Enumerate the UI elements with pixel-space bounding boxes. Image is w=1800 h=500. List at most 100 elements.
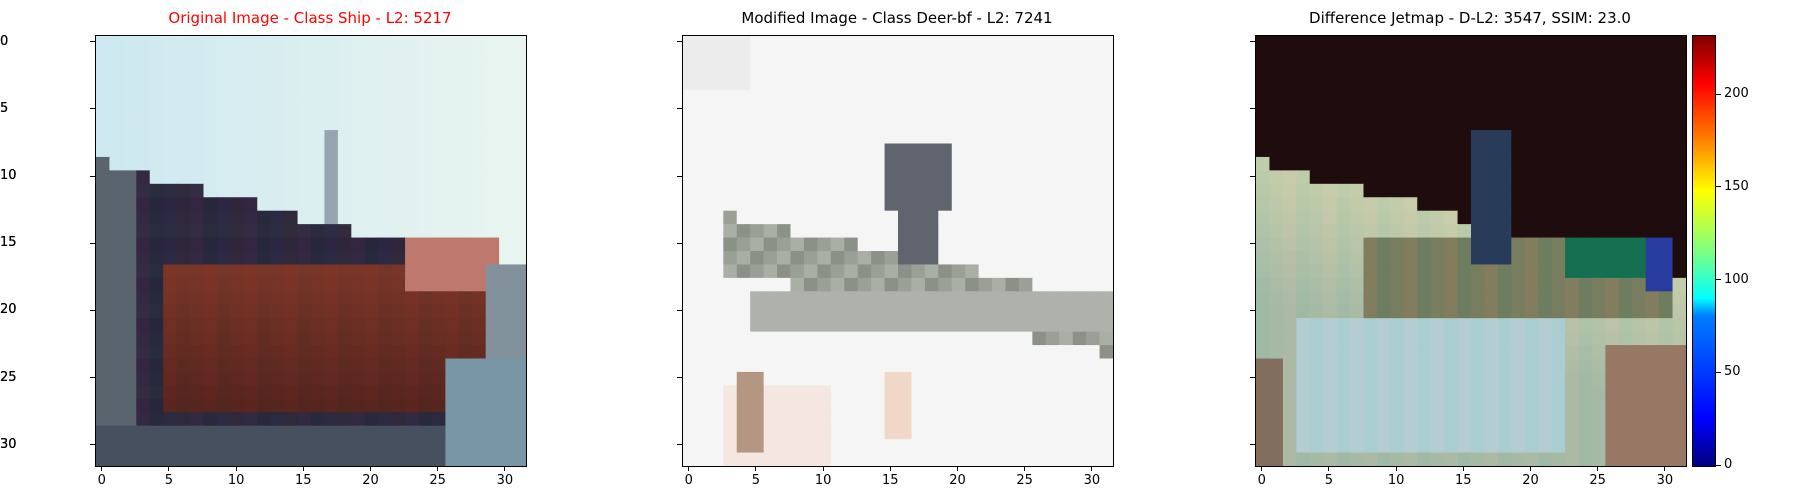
pixel <box>122 210 137 225</box>
pixel <box>1072 412 1087 427</box>
pixel <box>364 210 379 225</box>
pixel <box>512 197 526 212</box>
pixel <box>1045 371 1060 386</box>
pixel <box>1484 116 1499 131</box>
pixel <box>683 425 698 440</box>
pixel <box>1497 170 1512 185</box>
pixel <box>1018 197 1033 212</box>
pixel <box>1484 170 1499 185</box>
pixel <box>951 103 966 118</box>
pixel <box>1045 89 1060 104</box>
pixel <box>1086 76 1101 91</box>
pixel <box>1444 36 1459 51</box>
pixel <box>1099 251 1113 266</box>
pixel <box>1605 331 1620 346</box>
pixel <box>763 439 778 454</box>
pixel <box>1591 304 1606 319</box>
pixel <box>1269 36 1284 51</box>
pixel <box>1269 425 1284 440</box>
pixel <box>683 210 698 225</box>
pixel <box>499 304 514 319</box>
pixel <box>216 371 231 386</box>
pixel <box>257 197 272 212</box>
colorbar-tick-label: 200 <box>1724 86 1749 102</box>
pixel <box>1659 130 1674 145</box>
pixel <box>149 277 164 292</box>
pixel <box>1417 345 1432 360</box>
pixel <box>1350 371 1365 386</box>
pixel <box>1059 318 1074 333</box>
pixel <box>871 331 886 346</box>
pixel <box>803 143 818 158</box>
pixel <box>324 143 339 158</box>
pixel <box>1309 412 1324 427</box>
pixel <box>136 304 151 319</box>
pixel <box>871 224 886 239</box>
pixel <box>297 76 312 91</box>
pixel <box>1444 103 1459 118</box>
pixel <box>1565 36 1580 51</box>
pixel <box>499 143 514 158</box>
pixel <box>149 251 164 266</box>
pixel <box>1032 398 1047 413</box>
pixel <box>1591 291 1606 306</box>
pixel <box>951 358 966 373</box>
pixel <box>763 291 778 306</box>
pixel <box>512 345 526 360</box>
pixel <box>1099 183 1113 198</box>
pixel <box>1072 237 1087 252</box>
pixel <box>830 156 845 171</box>
pixel <box>1551 89 1566 104</box>
pixel <box>1417 358 1432 373</box>
pixel <box>938 331 953 346</box>
pixel <box>1672 103 1686 118</box>
pixel <box>324 331 339 346</box>
pixel <box>1282 76 1297 91</box>
pixel <box>1086 143 1101 158</box>
pixel <box>884 36 899 51</box>
pixel <box>136 371 151 386</box>
pixel <box>1269 170 1284 185</box>
pixel <box>978 49 993 64</box>
pixel <box>736 210 751 225</box>
pixel <box>938 183 953 198</box>
pixel <box>736 452 751 466</box>
pixel <box>405 452 420 466</box>
pixel <box>1672 304 1686 319</box>
pixel <box>1551 224 1566 239</box>
pixel <box>405 251 420 266</box>
pixel <box>445 183 460 198</box>
pixel <box>1565 143 1580 158</box>
pixel <box>1282 156 1297 171</box>
pixel <box>1269 439 1284 454</box>
pixel <box>803 197 818 212</box>
pixel <box>1672 156 1686 171</box>
pixel <box>965 49 980 64</box>
pixel <box>1390 439 1405 454</box>
pixel <box>243 143 258 158</box>
pixel <box>1256 116 1271 131</box>
pixel <box>911 345 926 360</box>
pixel <box>1099 331 1113 346</box>
pixel <box>1551 358 1566 373</box>
pixel <box>149 452 164 466</box>
pixel <box>1511 304 1526 319</box>
pixel <box>311 439 326 454</box>
pixel <box>445 210 460 225</box>
pixel <box>1072 251 1087 266</box>
pixel <box>1672 291 1686 306</box>
pixel <box>284 197 299 212</box>
pixel <box>311 398 326 413</box>
pixel <box>790 345 805 360</box>
pixel <box>1099 76 1113 91</box>
x-tick-mark <box>1024 466 1026 471</box>
pixel <box>803 398 818 413</box>
pixel <box>1672 143 1686 158</box>
pixel <box>1444 264 1459 279</box>
pixel <box>1032 358 1047 373</box>
pixel <box>723 385 738 400</box>
pixel <box>1484 439 1499 454</box>
pixel <box>270 143 285 158</box>
pixel <box>1632 76 1647 91</box>
pixel <box>871 264 886 279</box>
